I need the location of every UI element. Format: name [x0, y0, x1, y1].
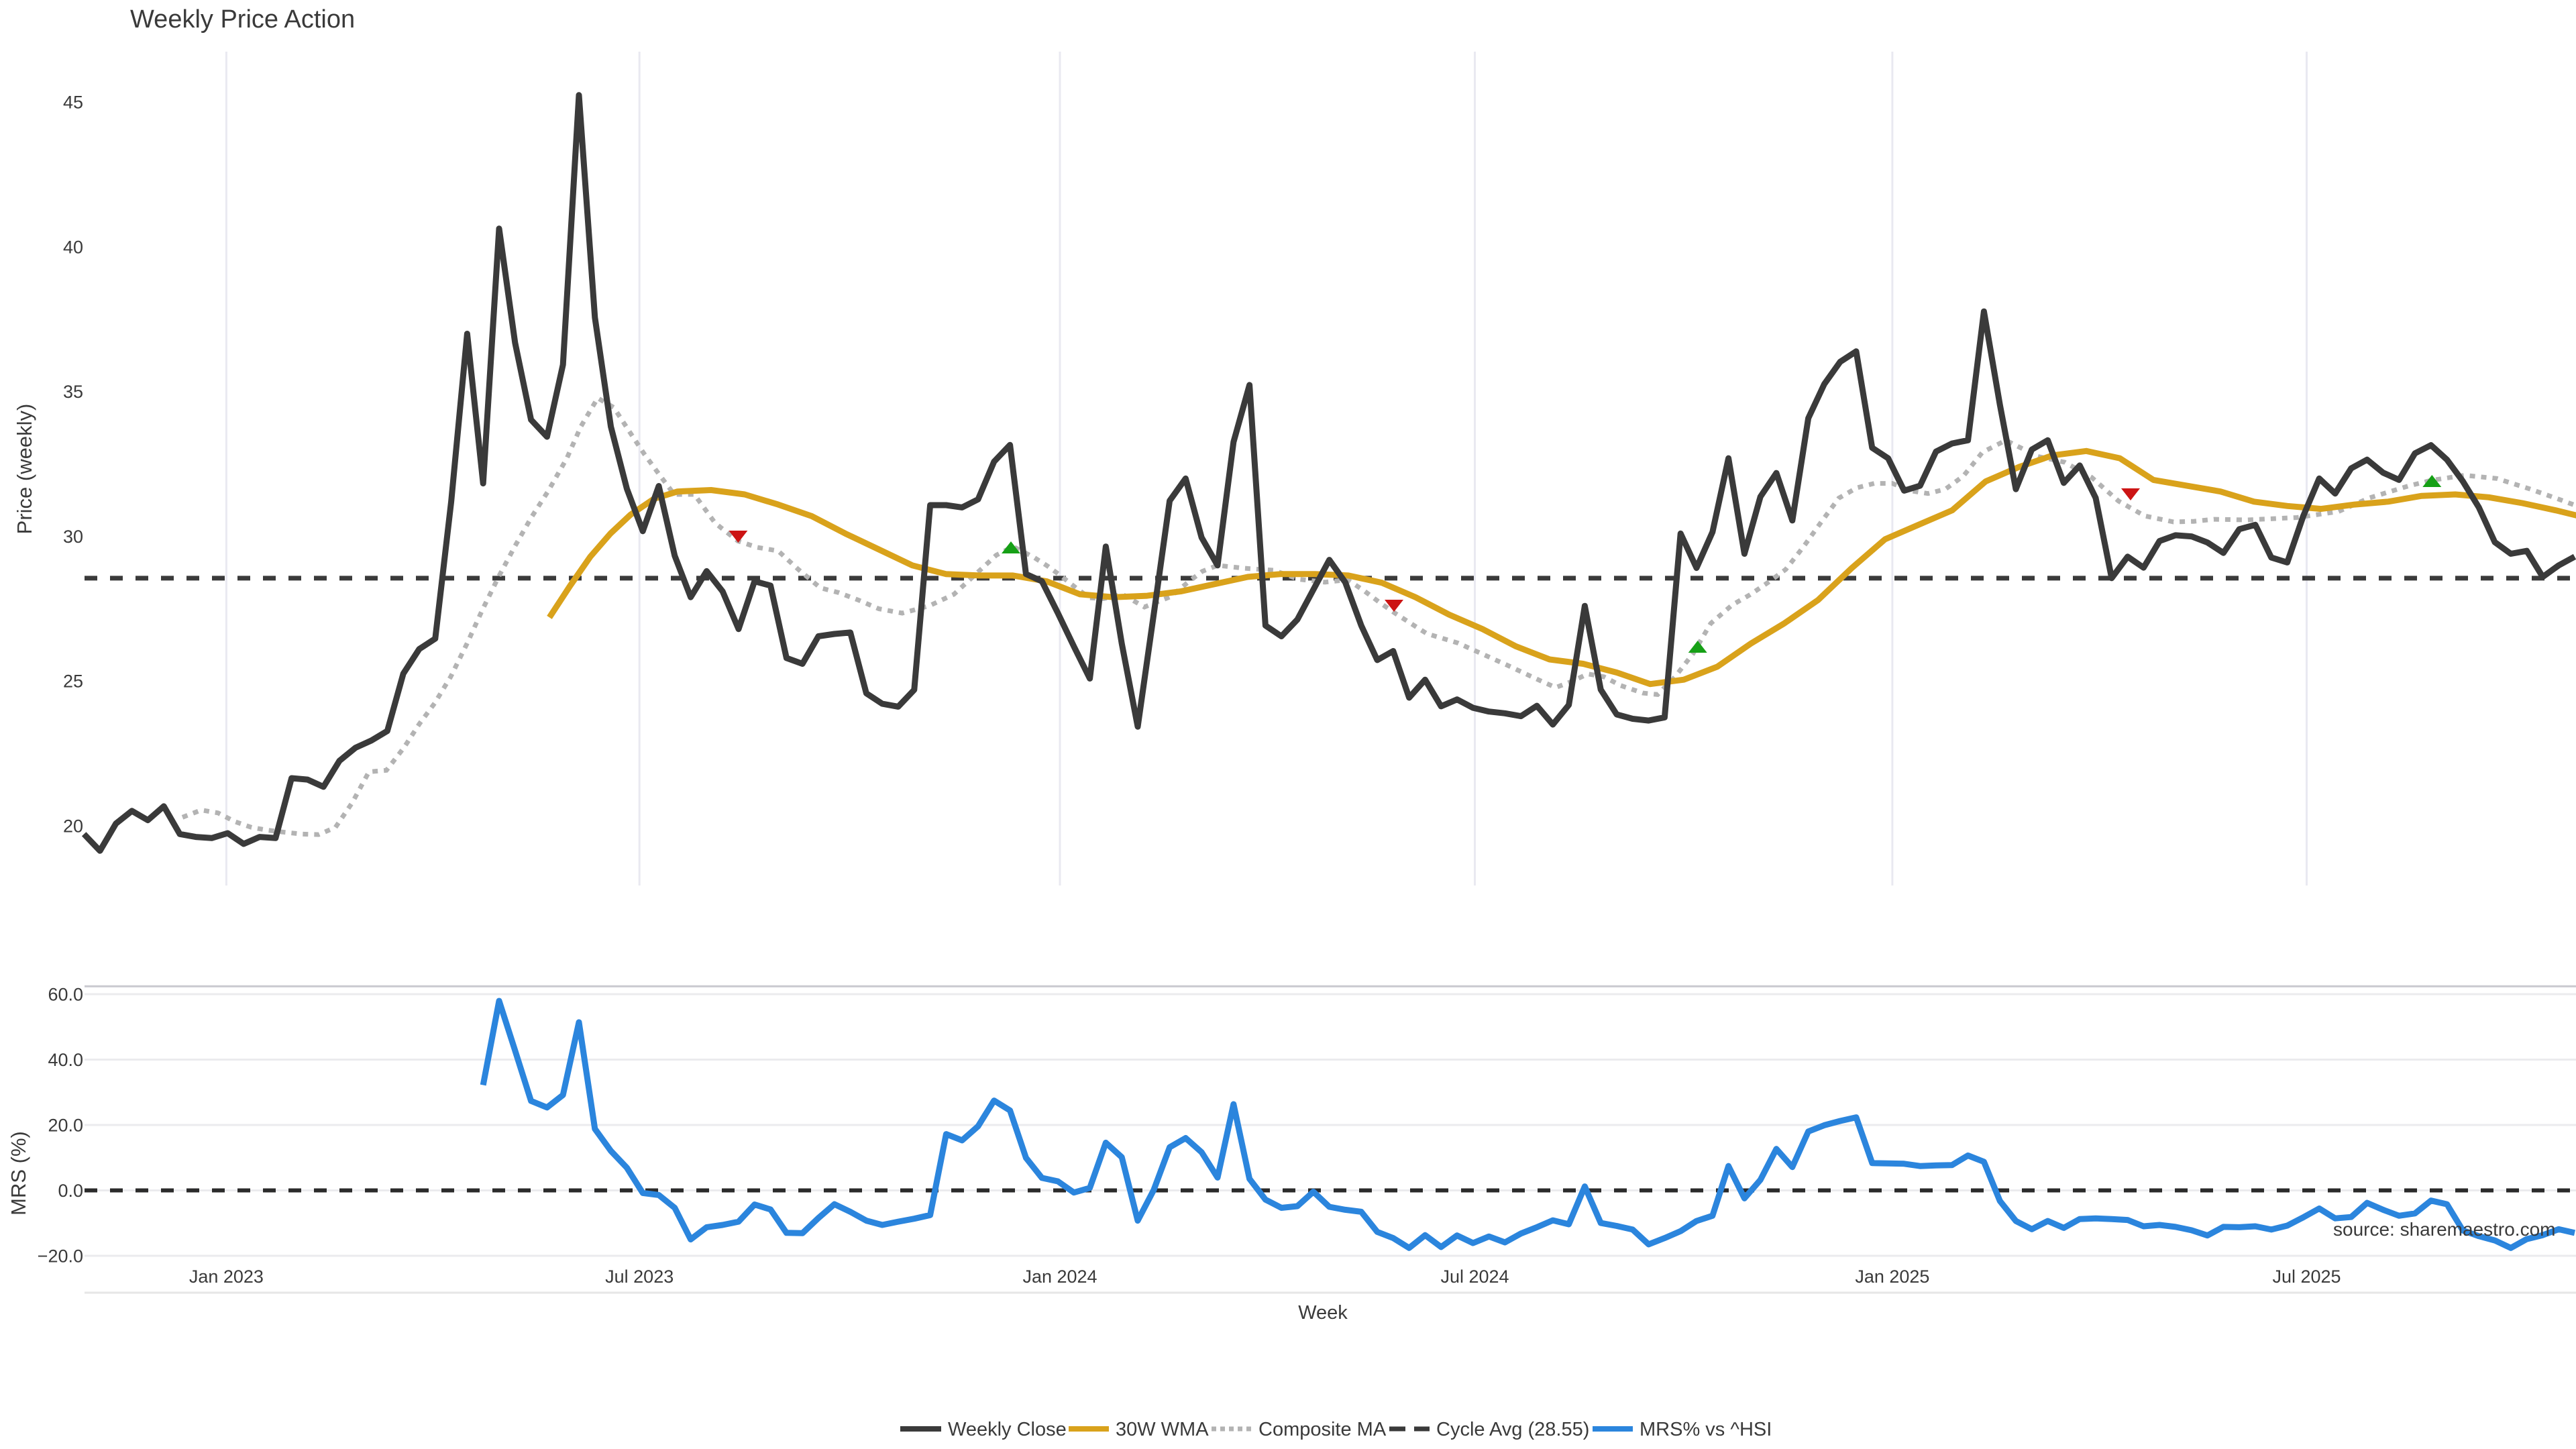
svg-text:60.0: 60.0 [48, 984, 83, 1004]
svg-text:Jul 2023: Jul 2023 [605, 1267, 674, 1287]
svg-text:Composite MA: Composite MA [1258, 1419, 1387, 1440]
svg-text:40.0: 40.0 [48, 1050, 83, 1070]
svg-text:Weekly Price Action: Weekly Price Action [130, 5, 355, 34]
svg-text:30: 30 [63, 527, 83, 547]
svg-text:20: 20 [63, 816, 83, 837]
svg-text:45: 45 [63, 93, 83, 113]
svg-text:Jul 2024: Jul 2024 [1440, 1267, 1509, 1287]
svg-text:30W WMA: 30W WMA [1116, 1419, 1209, 1440]
svg-text:−20.0: −20.0 [38, 1246, 83, 1266]
svg-text:0.0: 0.0 [58, 1181, 83, 1201]
svg-text:25: 25 [63, 672, 83, 692]
svg-text:Jan 2025: Jan 2025 [1855, 1267, 1929, 1287]
svg-text:Jan 2024: Jan 2024 [1022, 1267, 1097, 1287]
svg-text:source: sharemaestro.com: source: sharemaestro.com [2333, 1219, 2555, 1240]
svg-text:35: 35 [63, 382, 83, 402]
svg-text:Cycle Avg (28.55): Cycle Avg (28.55) [1436, 1419, 1589, 1440]
svg-text:MRS (%): MRS (%) [7, 1131, 30, 1216]
svg-text:20.0: 20.0 [48, 1115, 83, 1135]
svg-text:Jul 2025: Jul 2025 [2272, 1267, 2341, 1287]
svg-text:Weekly Close: Weekly Close [948, 1419, 1067, 1440]
svg-text:Jan 2023: Jan 2023 [189, 1267, 264, 1287]
svg-text:MRS% vs ^HSI: MRS% vs ^HSI [1640, 1419, 1772, 1440]
svg-text:Week: Week [1298, 1302, 1348, 1324]
svg-text:40: 40 [63, 237, 83, 257]
svg-text:Price (weekly): Price (weekly) [13, 404, 36, 535]
